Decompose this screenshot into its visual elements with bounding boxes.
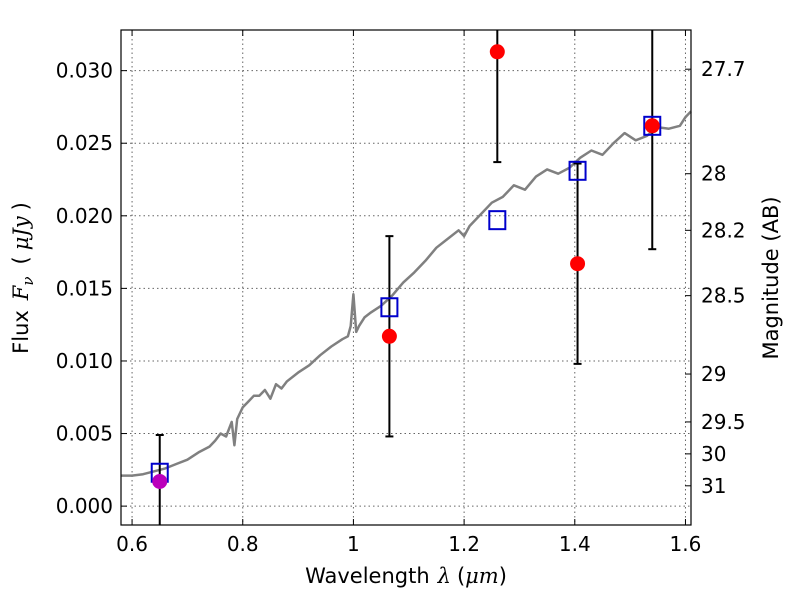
observed-flux-point <box>570 256 586 272</box>
model-spectrum <box>121 110 692 477</box>
y-tick-label: 0.005 <box>56 422 113 446</box>
plot-frame <box>120 29 692 526</box>
axis-ticks <box>121 30 691 525</box>
y2-tick-label: 27.7 <box>701 57 746 81</box>
data-markers <box>150 44 662 489</box>
y2-tick-label: 29.5 <box>701 410 746 434</box>
x-axis-label: Wavelength λ (μm) <box>305 564 507 588</box>
model-band-square <box>380 297 399 318</box>
y2-axis-label: Magnitude (AB) <box>759 196 783 359</box>
model-band-square <box>568 160 587 181</box>
error-bars <box>155 30 657 525</box>
y2-tick-label: 28.5 <box>701 284 746 308</box>
y2-tick-labels: 27.7 28 28.2 28.5 29 29.5 30 31 <box>701 57 746 498</box>
model-band-square <box>488 210 507 231</box>
x-tick-label: 1.2 <box>448 532 480 556</box>
y2-tick-label: 28 <box>701 162 726 186</box>
y2-tick-label: 29 <box>701 362 726 386</box>
x-tick-labels: 0.6 0.8 1 1.2 1.4 1.6 <box>116 532 701 556</box>
observed-flux-point <box>489 44 505 60</box>
y-tick-label: 0.010 <box>56 349 113 373</box>
observed-flux-point <box>381 328 397 344</box>
x-tick-label: 0.6 <box>116 532 148 556</box>
y-tick-labels: 0.000 0.005 0.010 0.015 0.020 0.025 0.030 <box>56 59 113 518</box>
y-axis-label: FluxFν(μJy) <box>9 202 37 354</box>
y-tick-label: 0.015 <box>56 276 113 300</box>
y2-tick-label: 31 <box>701 474 726 498</box>
grid-lines <box>121 30 691 525</box>
observed-flux-point <box>644 118 660 134</box>
x-tick-label: 1 <box>347 532 360 556</box>
spectrum-line <box>121 110 692 477</box>
x-tick-label: 0.8 <box>227 532 259 556</box>
y-tick-label: 0.000 <box>56 494 113 518</box>
model-band-square <box>643 115 662 136</box>
observed-flux-point <box>152 473 168 489</box>
x-tick-label: 1.4 <box>559 532 591 556</box>
x-tick-label: 1.6 <box>670 532 702 556</box>
y-tick-label: 0.030 <box>56 59 113 83</box>
y2-tick-label: 28.2 <box>701 218 746 242</box>
y2-tick-label: 30 <box>701 442 726 466</box>
y-tick-label: 0.020 <box>56 204 113 228</box>
y-tick-label: 0.025 <box>56 131 113 155</box>
